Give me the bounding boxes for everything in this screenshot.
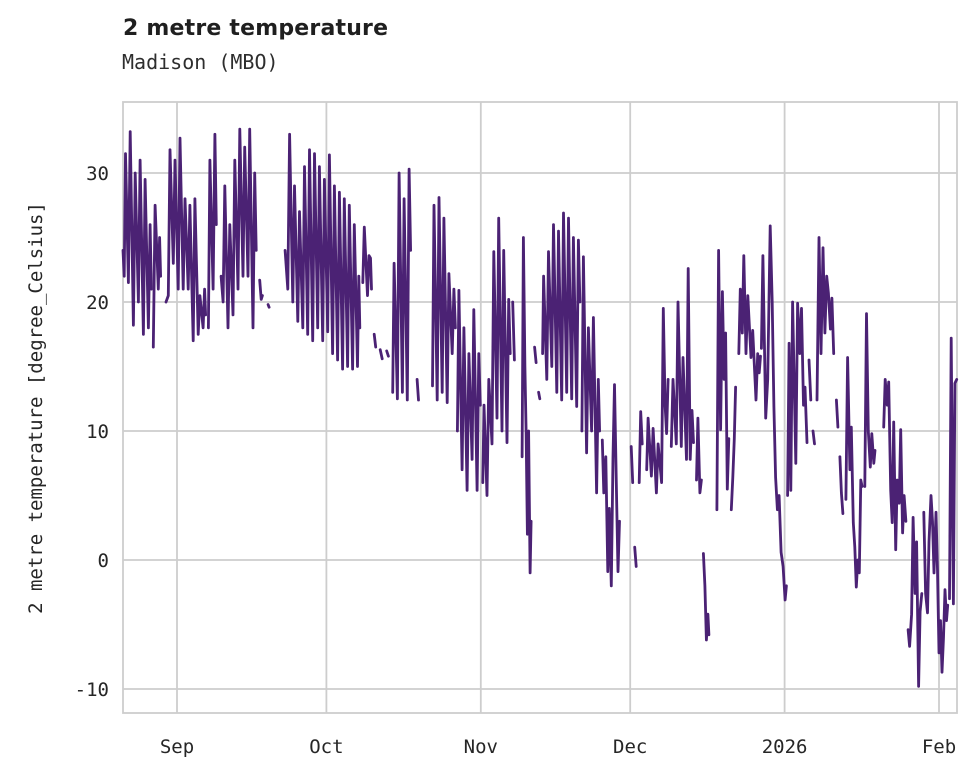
temperature-series-segment	[541, 211, 582, 408]
temperature-series-segment	[385, 349, 390, 358]
temperature-series-segment	[948, 336, 959, 606]
x-tick-label: Feb	[922, 736, 956, 758]
temperature-series-segment	[361, 225, 373, 297]
temperature-series-segment	[266, 303, 271, 309]
temperature-series-segment	[702, 552, 711, 642]
temperature-series-segment	[633, 545, 638, 568]
temperature-series-segment	[760, 224, 788, 602]
temperature-series-segment	[537, 390, 542, 401]
temperature-series-segment	[629, 445, 635, 484]
temperature-series-segment	[729, 385, 737, 512]
temperature-series-segment	[121, 130, 153, 336]
temperature-series-segment	[637, 410, 644, 484]
temperature-series-segment	[645, 307, 670, 495]
temperature-series-segment	[715, 249, 731, 512]
y-tick-label: 30	[86, 163, 109, 185]
x-tick-label: Sep	[160, 736, 194, 758]
temperature-series-segment	[456, 289, 482, 492]
temperature-series-segment	[695, 416, 703, 495]
temperature-series-segment	[580, 255, 601, 495]
temperature-series-segment	[481, 216, 512, 497]
temperature-series-segment	[838, 455, 845, 515]
x-tick-label: 2026	[762, 736, 808, 758]
temperature-series-segment	[807, 358, 813, 402]
temperature-series-segment	[415, 378, 420, 402]
temperature-series-segment	[844, 356, 864, 589]
temperature-series-segment	[151, 203, 162, 349]
temperature-series-segment	[372, 332, 378, 349]
x-tick-label: Dec	[613, 736, 647, 758]
temperature-series-segment	[669, 267, 695, 461]
temperature-series-segment	[600, 383, 621, 588]
x-tick-label: Oct	[309, 736, 343, 758]
y-axis-label: 2 metre temperature [degree_Celsius]	[25, 202, 47, 614]
temperature-series-segment	[786, 300, 809, 497]
temperature-series-segment	[258, 278, 264, 301]
temperature-series-segment	[906, 516, 924, 688]
temperature-series-segment	[511, 300, 516, 362]
temperature-series-segment	[811, 429, 816, 446]
temperature-series-segment	[520, 236, 533, 575]
temperature-series-segment	[863, 312, 877, 488]
temperature-series-segment	[391, 167, 412, 402]
temperature-series-segment	[219, 127, 258, 330]
chart-subtitle: Madison (MBO)	[122, 50, 279, 74]
y-tick-label: -10	[75, 679, 109, 701]
temperature-series-segment	[922, 494, 950, 674]
plot-border	[122, 101, 958, 714]
x-tick-label: Nov	[464, 736, 498, 758]
temperature-series-segment	[378, 348, 384, 361]
temperature-series-segment	[533, 345, 538, 364]
y-tick-label: 0	[98, 550, 109, 572]
temperature-series-segment	[737, 254, 762, 402]
temperature-series-segment	[431, 196, 457, 404]
temperature-series-segment	[283, 132, 362, 371]
temperature-series-segment	[164, 136, 207, 343]
temperature-series-segment	[207, 132, 218, 330]
y-tick-label: 10	[86, 421, 109, 443]
temperature-series-segment	[815, 236, 836, 402]
temperature-series-segment	[882, 378, 908, 552]
page-title: 2 metre temperature	[123, 16, 389, 41]
temperature-series-segment	[835, 398, 840, 429]
y-tick-label: 20	[86, 292, 109, 314]
